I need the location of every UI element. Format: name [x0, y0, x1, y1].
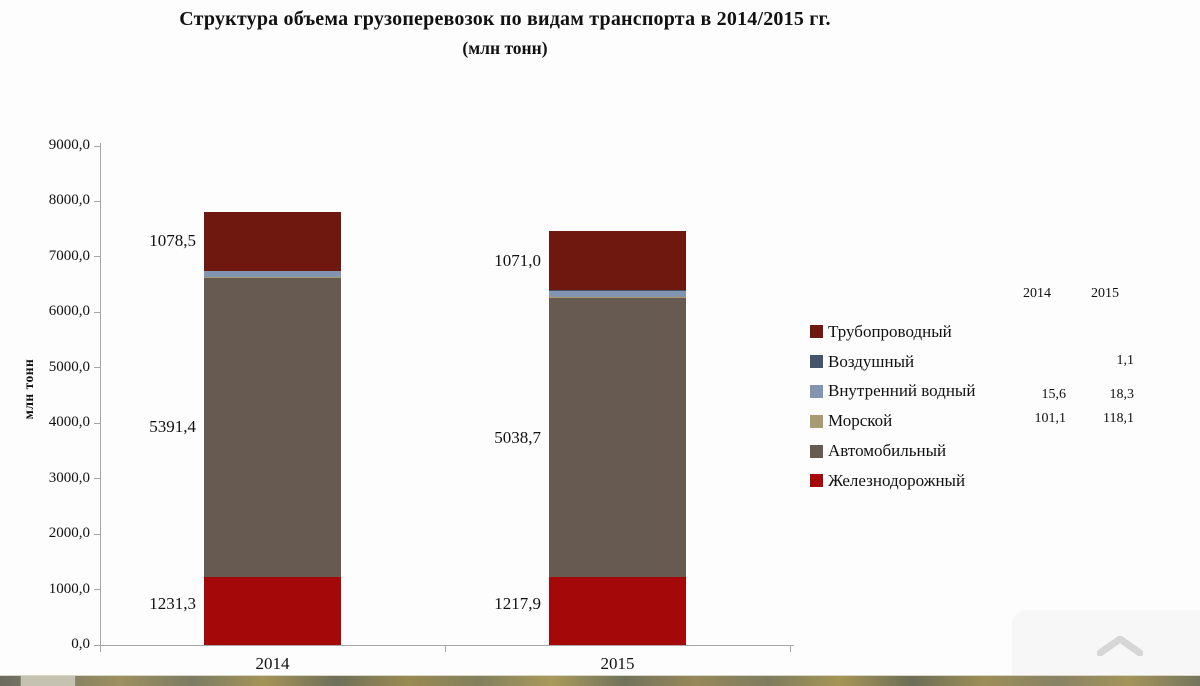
x-tick: [100, 645, 101, 652]
y-tick-label: 5000,0: [48, 358, 90, 375]
sea-swatch-icon: [810, 414, 823, 428]
legend-label: Внутренний водный: [828, 381, 976, 401]
legend-label: Железнодорожный: [828, 470, 966, 490]
bar-value-label: 1078,5: [149, 231, 196, 251]
legend-label: Автомобильный: [828, 441, 947, 461]
bar-segment-2015: [549, 231, 686, 291]
legend-item-road: Автомобильный: [810, 436, 975, 466]
y-tick: [94, 422, 100, 424]
chevron-up-icon: [1097, 636, 1143, 656]
rail-swatch-icon: [810, 474, 823, 488]
y-tick: [94, 533, 100, 535]
chart-title: Структура объема грузоперевозок по видам…: [0, 8, 1010, 59]
legend-item-sea: Морской: [810, 406, 975, 436]
y-tick: [94, 256, 100, 258]
legend-label: Морской: [828, 411, 893, 431]
x-tick: [790, 645, 791, 652]
y-tick-label: 1000,0: [48, 580, 90, 597]
bar-value-label: 1217,9: [494, 594, 541, 614]
y-tick-label: 3000,0: [48, 469, 90, 486]
air-swatch-icon: [810, 355, 823, 369]
y-tick-label: 8000,0: [48, 192, 90, 209]
y-tick-label: 7000,0: [48, 247, 90, 264]
x-tick: [445, 645, 446, 652]
road-swatch-icon: [810, 444, 823, 458]
bar-segment-2014: [204, 271, 341, 277]
legend-item-pipeline: Трубопроводный: [810, 317, 975, 347]
scroll-to-top-button[interactable]: [1012, 610, 1200, 676]
y-tick: [94, 145, 100, 147]
bar-segment-2014: [204, 576, 341, 645]
x-category-label: 2014: [255, 654, 290, 673]
y-tick: [94, 478, 100, 480]
y-tick: [94, 200, 100, 202]
y-tick-label: 4000,0: [48, 414, 90, 431]
bar-value-label: 1231,3: [149, 593, 196, 613]
values-table-sea-2014: 101,1: [1034, 411, 1067, 426]
legend-label: Воздушный: [828, 351, 915, 371]
bar-segment-2015: [549, 298, 686, 578]
y-tick: [94, 589, 100, 591]
legend-label: Трубопроводный: [828, 321, 952, 341]
legend-item-rail: Железнодорожный: [810, 466, 975, 496]
bar-segment-2015: [549, 290, 686, 298]
pipeline-swatch-icon: [810, 325, 823, 339]
y-tick-label: 0,0: [71, 636, 90, 652]
y-tick-label: 2000,0: [48, 525, 90, 542]
bar-value-label: 5038,7: [494, 427, 541, 447]
y-tick: [94, 311, 100, 313]
legend-item-inland-water: Внутренний водный: [810, 377, 975, 407]
bar-segment-2014: [204, 276, 341, 278]
y-tick: [94, 367, 100, 369]
values-table-inland-2015: 18,3: [1109, 387, 1135, 402]
values-table-air-2015: 1,1: [1116, 353, 1135, 368]
bar-value-label: 1071,0: [494, 250, 541, 270]
footer-photo-strip-detail: [20, 676, 76, 686]
y-tick-label: 9000,0: [48, 137, 90, 153]
bar-segment-2015: [549, 577, 686, 645]
values-table-header-2015: 2015: [1091, 286, 1119, 301]
y-tick: [94, 644, 100, 646]
chart-title-line2: (млн тонн): [462, 38, 548, 58]
bar-segment-2014: [204, 277, 341, 577]
legend: Трубопроводный Воздушный Внутренний водн…: [810, 317, 975, 496]
values-table-header-2014: 2014: [1023, 286, 1051, 301]
bar-segment-2014: [204, 211, 341, 272]
x-category-label: 2015: [600, 654, 635, 673]
bar-value-label: 5391,4: [149, 417, 196, 437]
bar-segment-2015: [549, 297, 686, 299]
values-table-inland-2014: 15,6: [1041, 387, 1067, 402]
chart-title-line1: Структура объема грузоперевозок по видам…: [179, 8, 831, 30]
y-tick-label: 6000,0: [48, 303, 90, 320]
values-table-sea-2015: 118,1: [1103, 411, 1134, 426]
footer-photo-strip: [0, 675, 1200, 686]
y-axis-line: [100, 143, 101, 652]
legend-item-air: Воздушный: [810, 347, 975, 377]
x-axis-line: [100, 645, 794, 646]
inland-water-swatch-icon: [810, 384, 823, 398]
